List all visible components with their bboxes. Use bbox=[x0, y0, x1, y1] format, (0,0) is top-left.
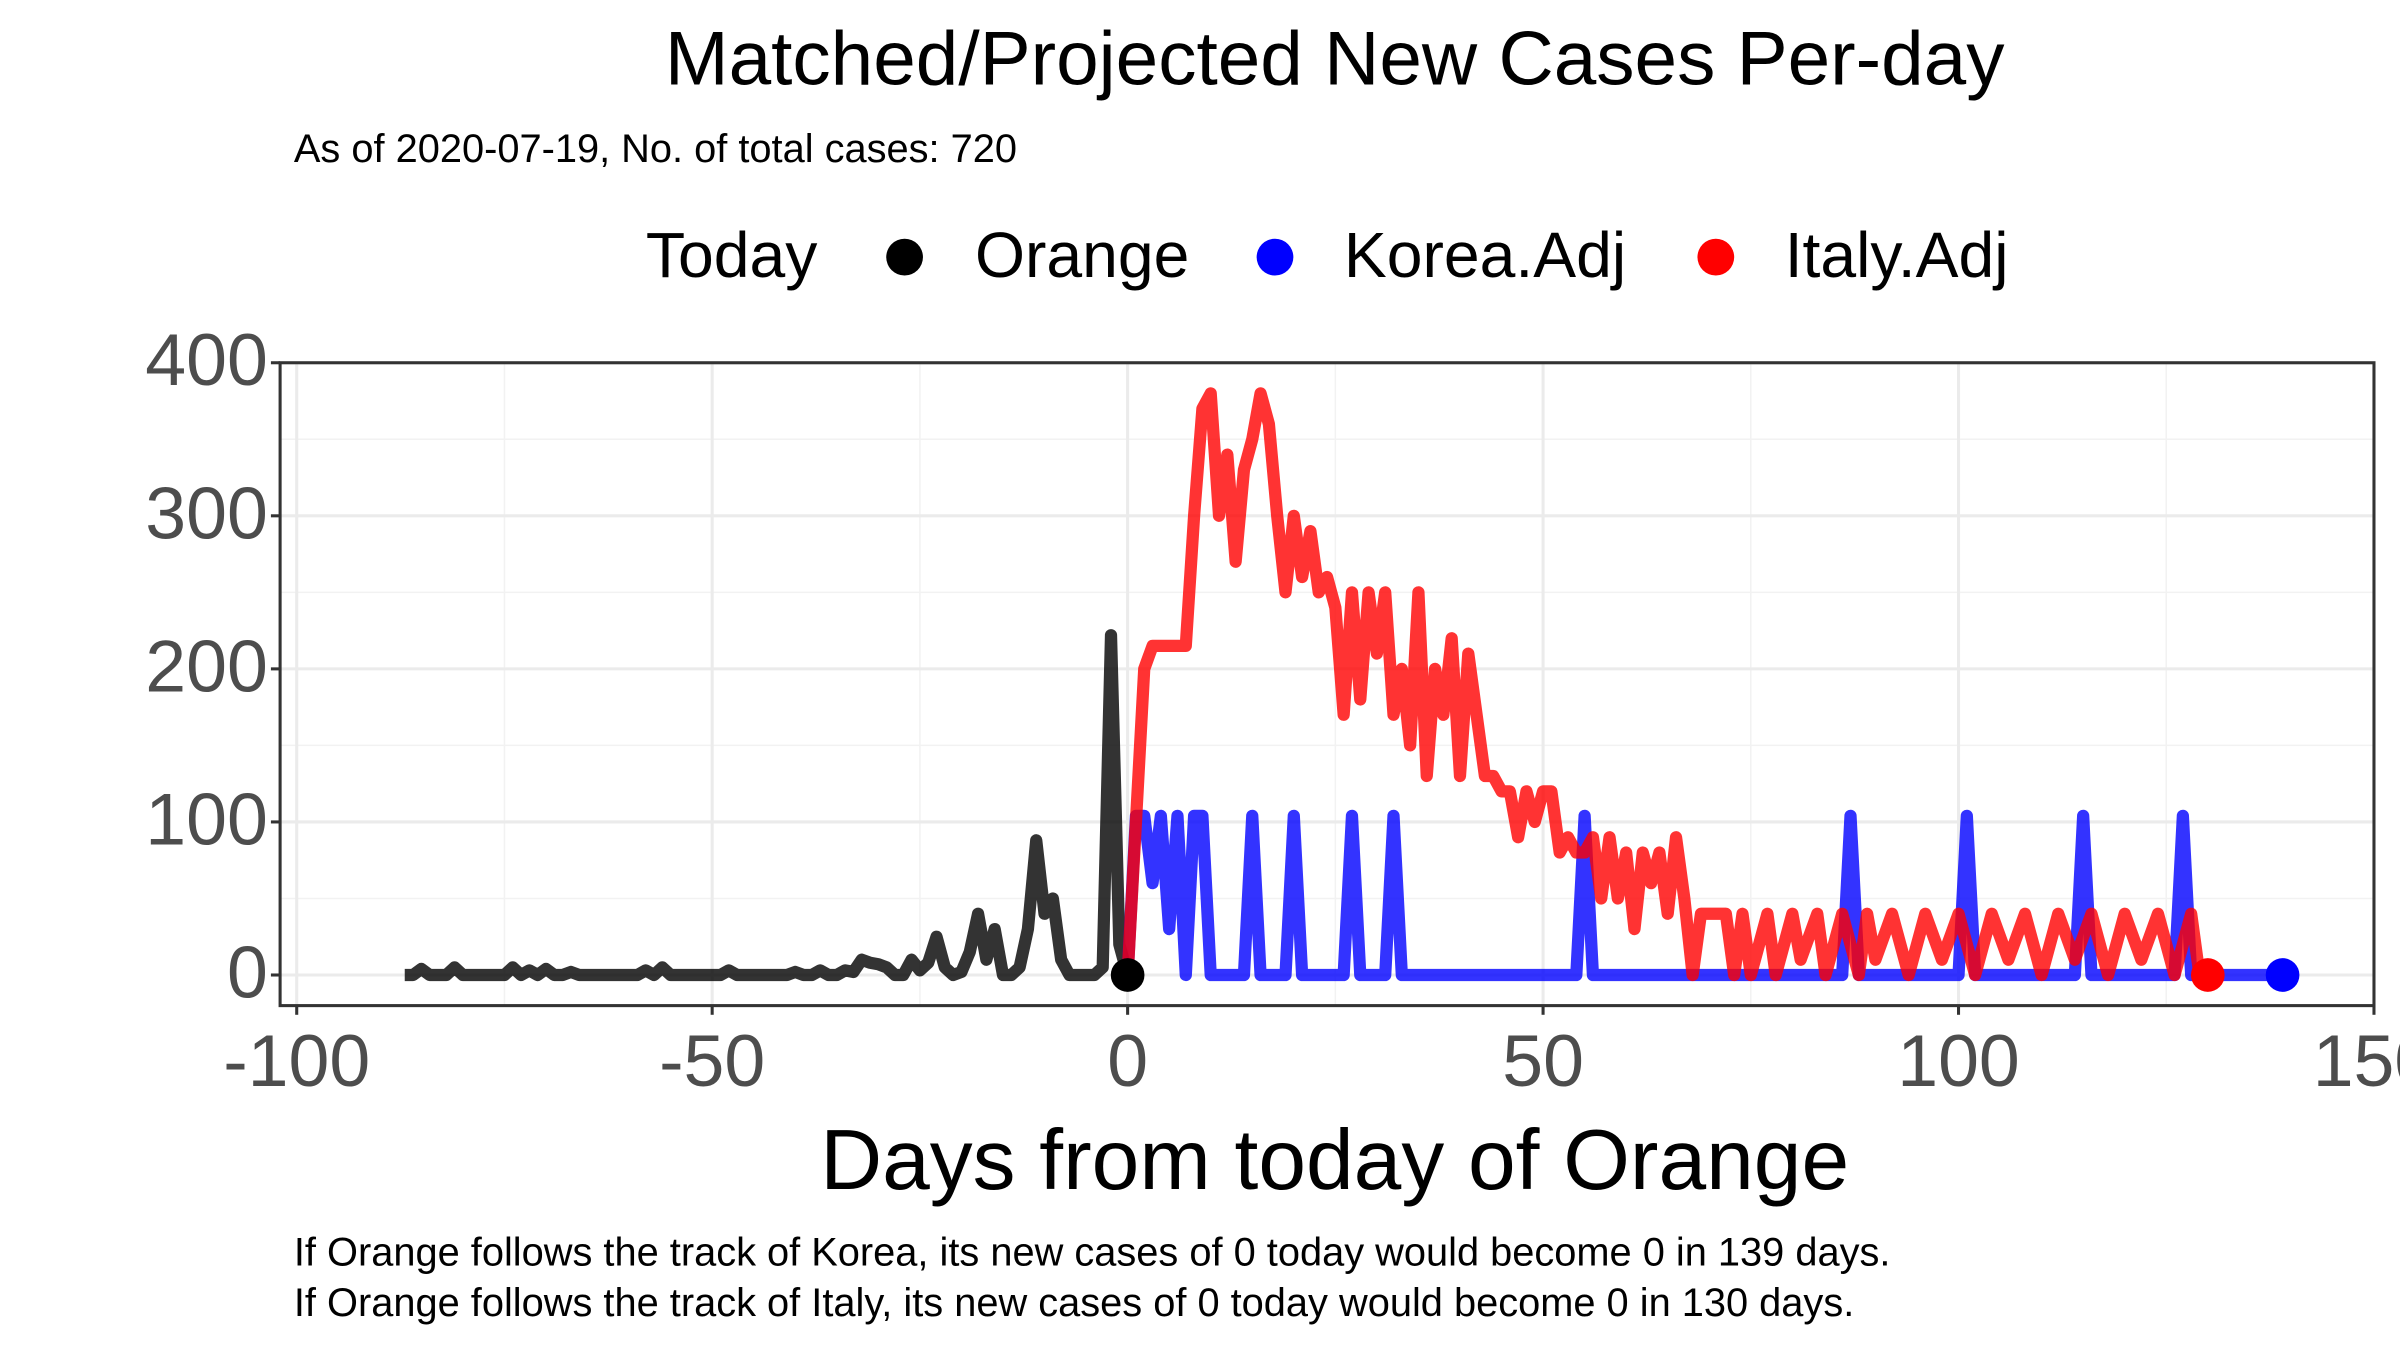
x-tick-label: 100 bbox=[1897, 1019, 2020, 1102]
series-line bbox=[404, 629, 1134, 982]
note: If Orange follows the track of Italy, it… bbox=[294, 1281, 1854, 1325]
x-tick-label: -100 bbox=[223, 1019, 370, 1102]
y-tick-label: 300 bbox=[145, 471, 268, 554]
y-tick-label: 400 bbox=[145, 318, 268, 401]
x-tick-label: 0 bbox=[1107, 1019, 1148, 1102]
chart-title: Matched/Projected New Cases Per-day bbox=[665, 17, 2005, 102]
note: If Orange follows the track of Korea, it… bbox=[294, 1231, 1891, 1275]
chart-subtitle: As of 2020-07-19, No. of total cases: 72… bbox=[294, 127, 1017, 171]
legend-title: Today bbox=[646, 219, 818, 291]
y-tick-label: 100 bbox=[145, 777, 268, 860]
legend-label: Korea.Adj bbox=[1344, 219, 1626, 291]
legend-label: Italy.Adj bbox=[1785, 219, 2009, 291]
x-tick-label: -50 bbox=[659, 1019, 765, 1102]
legend-marker bbox=[1697, 238, 1735, 276]
y-tick-label: 0 bbox=[227, 930, 268, 1013]
plot-border bbox=[278, 361, 2376, 1008]
x-tick-label: 50 bbox=[1502, 1019, 1584, 1102]
legend-label: Orange bbox=[975, 219, 1189, 291]
today-point bbox=[2190, 958, 2225, 992]
today-point bbox=[1110, 958, 1145, 992]
series-line bbox=[1121, 387, 2208, 982]
today-point bbox=[2265, 958, 2300, 992]
legend-marker bbox=[1256, 238, 1294, 276]
x-tick-label: 150 bbox=[2313, 1019, 2400, 1102]
x-axis-title: Days from today of Orange bbox=[820, 1112, 1849, 1208]
legend-marker bbox=[886, 238, 923, 276]
y-tick-label: 200 bbox=[145, 624, 268, 707]
